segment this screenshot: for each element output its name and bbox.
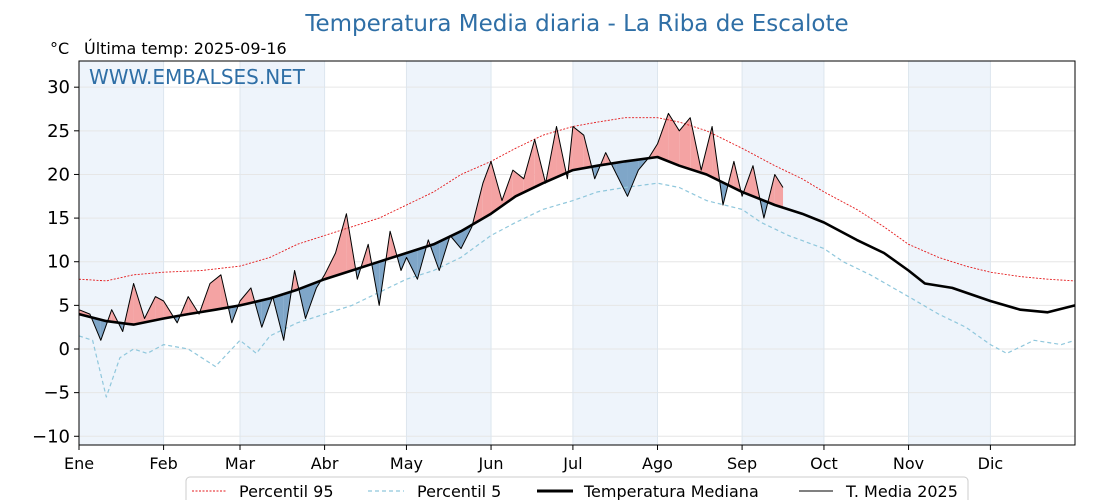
anomaly-below-fill [406, 249, 418, 280]
series-line-p95 [78, 117, 1076, 282]
legend-item-p5: Percentil 5 [368, 482, 501, 500]
anomaly-above-fill [209, 274, 221, 311]
legend-box [185, 476, 969, 500]
month-bands [79, 61, 991, 445]
month-band [239, 61, 325, 445]
chart-title: Temperatura Media diaria - La Riba de Es… [304, 11, 848, 37]
x-tick-label: Jun [478, 454, 504, 473]
x-tick-label: Ene [64, 454, 94, 473]
y-tick-label: −10 [32, 426, 70, 447]
x-tick-label: Oct [810, 454, 838, 473]
anomaly-above-fill [679, 117, 691, 170]
x-tick-label: Dic [978, 454, 1004, 473]
watermark: WWW.EMBALSES.NET [89, 65, 306, 89]
last-update-label: Última temp: 2025-09-16 [84, 39, 287, 58]
month-band [572, 61, 658, 445]
legend-item-p95: Percentil 95 [192, 482, 334, 500]
anomaly-above-fill [239, 287, 251, 306]
legend-item-median: Temperatura Mediana [537, 482, 759, 500]
series-line-p5 [78, 182, 1076, 398]
x-tick-label: Ago [642, 454, 673, 473]
month-band [742, 61, 824, 445]
anomaly-above-fill [482, 161, 492, 219]
y-tick-label: 5 [59, 295, 70, 316]
anomaly-above-fill [657, 113, 669, 162]
series-line-current [78, 112, 784, 341]
x-tick-label: Sep [727, 454, 757, 473]
month-band [908, 61, 991, 445]
legend-item-current: T. Media 2025 [799, 482, 958, 500]
legend-label-current: T. Media 2025 [845, 482, 958, 500]
y-tick-label: 20 [47, 164, 70, 185]
y-tick-label: 10 [47, 252, 70, 273]
anomaly-above-fill [335, 213, 347, 276]
y-tick-label: −5 [43, 383, 70, 404]
y-tick-label: 0 [59, 339, 70, 360]
anomaly-above-fill [155, 296, 164, 321]
x-tick-label: Nov [893, 454, 924, 473]
anomaly-above-fill [668, 113, 680, 166]
legend-label-p5: Percentil 5 [417, 482, 501, 500]
x-tick-label: Jul [562, 454, 582, 473]
x-tick-label: May [390, 454, 423, 473]
x-tick-label: Mar [225, 454, 256, 473]
x-tick-label: Abr [311, 454, 339, 473]
series-line-median [78, 155, 1076, 326]
plot-area [78, 60, 1076, 446]
y-tick-label: 25 [47, 121, 70, 142]
anomaly-below-fill [627, 159, 639, 197]
y-tick-label: 30 [47, 77, 70, 98]
y-axis: −10 −5 0 5 10 15 20 25 30 [32, 77, 79, 447]
y-tick-label: 15 [47, 208, 70, 229]
anomaly-above-fill [491, 161, 502, 214]
legend: Percentil 95 Percentil 5 Temperatura Med… [185, 476, 969, 500]
x-axis: Ene Feb Mar Abr May Jun Jul Ago Sep Oct Nov Dic [64, 445, 1003, 473]
legend-label-p95: Percentil 95 [239, 482, 334, 500]
anomaly-above-fill [572, 126, 584, 171]
anomaly-above-fill [774, 174, 784, 208]
plot-frame [78, 60, 1076, 446]
legend-label-median: Temperatura Mediana [583, 482, 759, 500]
month-band [79, 61, 164, 445]
unit-label: °C [50, 39, 69, 58]
anomaly-above-fill [523, 139, 535, 193]
x-tick-label: Feb [149, 454, 177, 473]
series-lines [78, 112, 1076, 398]
